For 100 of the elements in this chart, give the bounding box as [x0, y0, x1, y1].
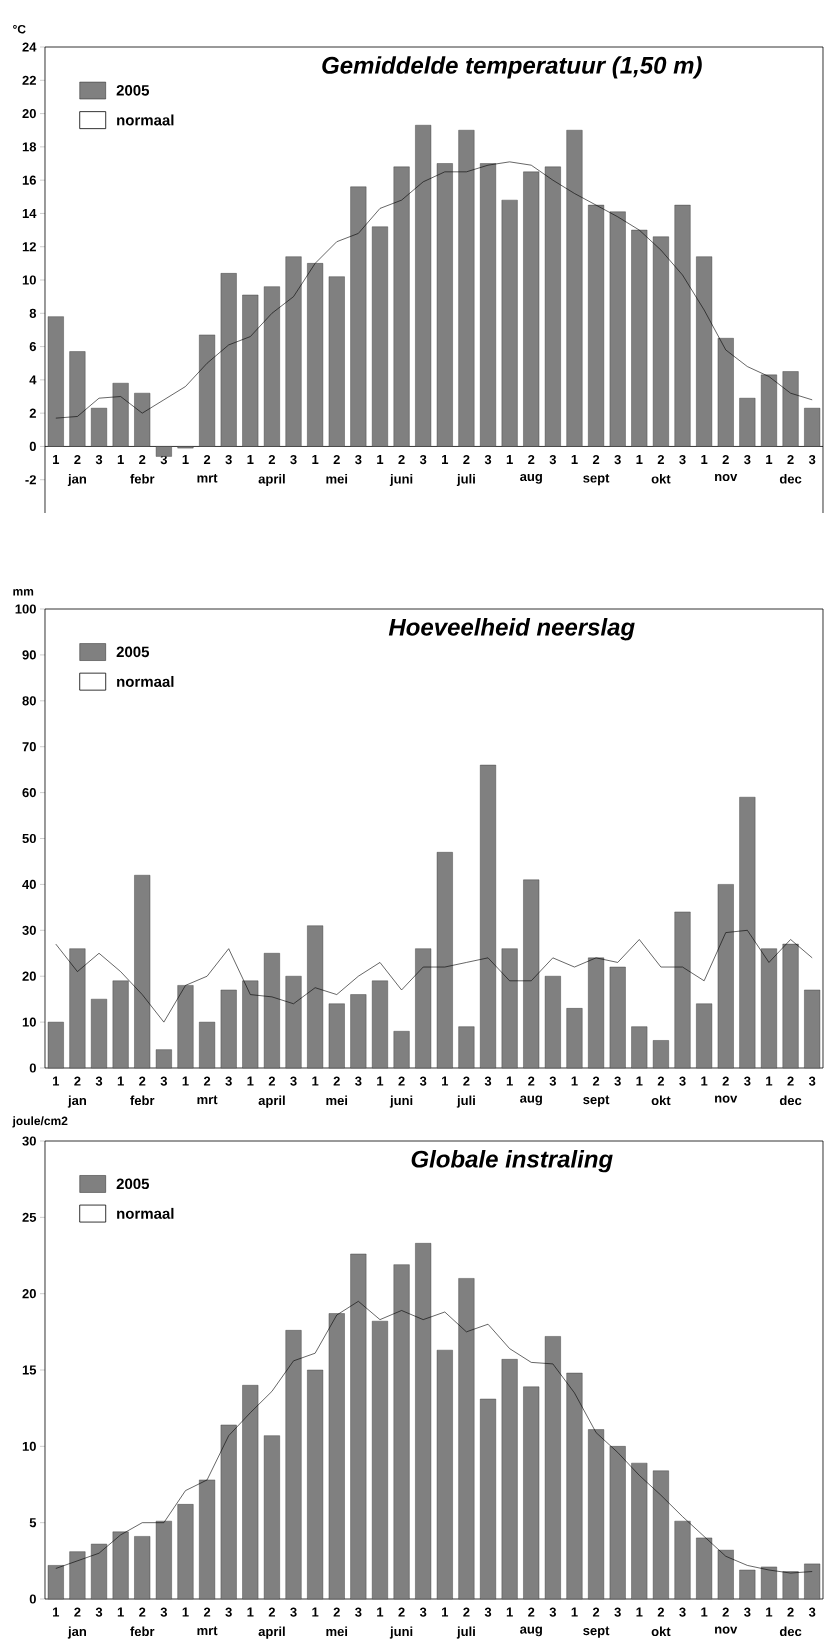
bar	[544, 1336, 561, 1600]
x-tick-label: 3	[290, 454, 297, 465]
y-tick-label: 70	[22, 742, 36, 752]
bar	[739, 1569, 756, 1600]
bar	[609, 966, 626, 1069]
bar	[458, 1278, 475, 1600]
bar	[760, 1566, 777, 1600]
x-tick-label: 2	[203, 1076, 211, 1086]
x-tick-label: 1	[247, 454, 254, 464]
bar	[134, 392, 151, 447]
y-tick-label: 24	[22, 42, 37, 52]
bar	[91, 1543, 108, 1600]
x-tick-label: 1	[636, 454, 643, 464]
bar	[69, 351, 86, 447]
bar	[588, 204, 605, 447]
text: aug	[520, 1626, 542, 1637]
text: sept	[583, 1095, 610, 1107]
bar	[220, 273, 237, 447]
annotation: sept	[583, 473, 610, 486]
y-tick-label: 50	[22, 833, 36, 844]
y-tick-label: 60	[22, 788, 36, 798]
text: dec	[779, 1626, 802, 1637]
bar	[696, 1537, 713, 1600]
bar	[220, 989, 237, 1069]
bar	[674, 911, 691, 1069]
text: nov	[715, 1626, 738, 1634]
bar	[177, 985, 194, 1069]
bar	[717, 1549, 734, 1600]
x-tick-label: 2	[722, 454, 729, 465]
x-tick-label: 2	[74, 1076, 81, 1086]
x-tick-label: 3	[160, 1607, 167, 1617]
text: juni	[389, 1095, 413, 1108]
text: okt	[651, 1095, 671, 1106]
bar	[285, 1330, 302, 1600]
x-tick-label: 3	[160, 1076, 167, 1086]
bar	[696, 256, 713, 447]
text: jan	[67, 1626, 86, 1639]
bar	[501, 1359, 518, 1600]
bar	[155, 446, 172, 457]
x-tick-label: 2	[333, 1076, 340, 1086]
x-tick-label: 2	[463, 1607, 470, 1617]
annotation: febr	[130, 473, 155, 484]
y-tick-label: 2	[29, 408, 36, 418]
x-tick-label: 2	[268, 1076, 276, 1086]
y-tick-label: 0	[29, 1063, 36, 1073]
bar	[47, 1565, 64, 1600]
y-tick-label: 0	[29, 441, 36, 452]
y-tick-label: 18	[22, 142, 37, 152]
x-tick-label: 1	[701, 454, 708, 464]
bar	[458, 1026, 475, 1069]
legend-label: 2005	[116, 85, 150, 96]
x-tick-label: 3	[419, 1076, 427, 1086]
bar	[523, 879, 540, 1069]
y-tick-label: 22	[22, 75, 36, 85]
bar	[242, 1385, 259, 1600]
bar	[285, 976, 302, 1069]
x-tick-label: 2	[657, 1076, 665, 1086]
x-tick-label: 1	[766, 1076, 773, 1086]
text: mei	[326, 1095, 348, 1106]
legend-label: 2005	[116, 646, 150, 658]
bar	[674, 1520, 691, 1600]
x-tick-label: 3	[744, 1076, 751, 1086]
bar	[480, 163, 497, 447]
bar	[760, 374, 777, 447]
y-tick-label: 30	[22, 925, 36, 935]
x-tick-label: 2	[398, 454, 405, 465]
bar	[69, 948, 86, 1069]
x-tick-label: 3	[484, 1607, 492, 1617]
annotation: okt	[651, 473, 671, 484]
x-tick-label: 3	[95, 1607, 103, 1617]
bar	[609, 211, 626, 447]
x-tick-label: 1	[312, 454, 319, 464]
x-tick-label: 2	[268, 1607, 276, 1617]
bar	[371, 1320, 388, 1600]
x-tick-label: 1	[247, 1076, 254, 1086]
bar	[544, 976, 561, 1069]
bar	[242, 980, 259, 1069]
bar	[631, 1026, 648, 1069]
y-tick-label: 20	[22, 1289, 36, 1299]
x-tick-label: 1	[117, 1076, 124, 1086]
bar	[782, 371, 799, 447]
x-tick-label: 2	[333, 1607, 340, 1617]
x-tick-label: 1	[53, 1076, 60, 1086]
bar	[134, 875, 151, 1069]
x-tick-label: 2	[74, 1607, 81, 1617]
bar	[307, 263, 324, 447]
x-tick-label: 3	[290, 1607, 297, 1617]
bar	[177, 1504, 194, 1600]
x-tick-label: 2	[528, 1607, 535, 1617]
y-tick-label: -2	[25, 475, 36, 485]
x-tick-label: 2	[528, 1076, 535, 1086]
bar	[674, 204, 691, 447]
x-tick-label: 1	[312, 1607, 319, 1617]
x-tick-label: 3	[808, 454, 816, 465]
y-tick-label: 10	[22, 1017, 36, 1027]
x-tick-label: 1	[312, 1076, 319, 1086]
x-tick-label: 1	[377, 1076, 384, 1086]
bar	[652, 1470, 669, 1600]
bar	[393, 1031, 410, 1069]
text: april	[258, 1095, 285, 1108]
